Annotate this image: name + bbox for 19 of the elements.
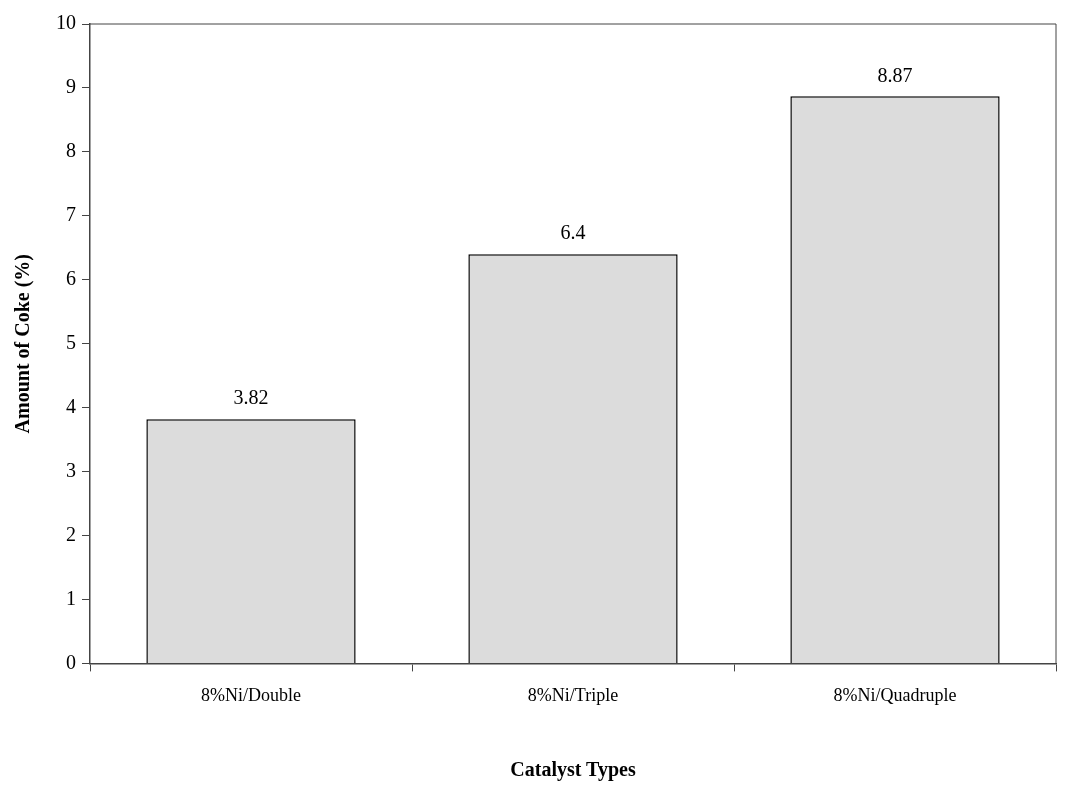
y-tick-label: 2: [66, 522, 76, 545]
y-tick-label: 3: [66, 458, 76, 481]
data-label: 3.82: [233, 386, 269, 409]
x-tick-label: 8%Ni/Triple: [527, 684, 619, 705]
y-tick-label: 0: [66, 650, 76, 673]
x-axis-title: Catalyst Types: [510, 758, 636, 782]
y-tick-label: 4: [66, 394, 76, 417]
y-tick-label: 5: [66, 330, 76, 353]
y-tick-label: 10: [56, 11, 76, 34]
y-tick-label: 7: [66, 203, 76, 226]
y-tick-label: 1: [66, 586, 76, 609]
y-axis-title: Amount of Coke (%): [11, 253, 35, 434]
data-label: 8.87: [877, 63, 913, 86]
data-label: 6.4: [560, 221, 586, 244]
y-tick-label: 6: [66, 267, 76, 290]
y-tick-label: 9: [66, 75, 76, 98]
y-tick-label: 8: [66, 139, 76, 162]
x-tick-label: 8%Ni/Double: [201, 684, 301, 705]
x-tick-label: 8%Ni/Quadruple: [833, 684, 957, 705]
